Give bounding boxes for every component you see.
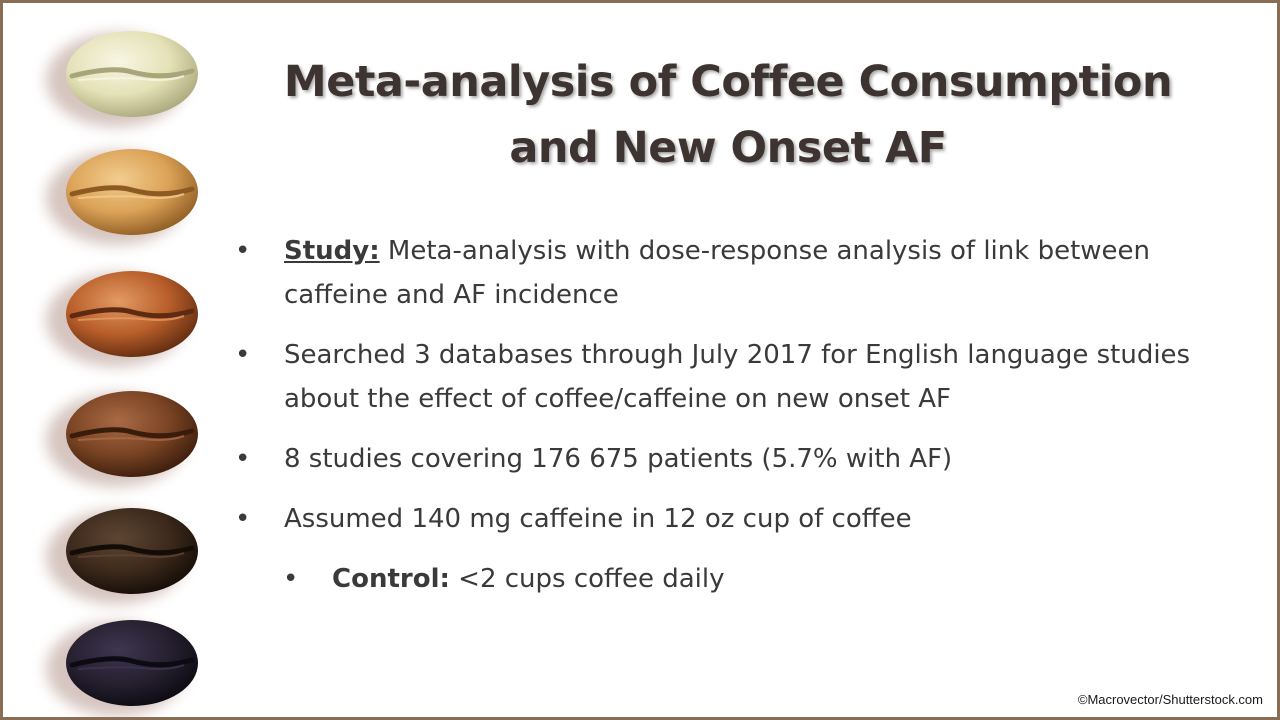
bullet-item-assumption: • Assumed 140 mg caffeine in 12 oz cup o… — [235, 497, 1235, 541]
black-roast-bean-icon — [46, 620, 198, 716]
assumption-text: Assumed 140 mg caffeine in 12 oz cup of … — [284, 504, 912, 534]
bullet-dot: • — [235, 236, 251, 266]
title-line-2: and New Onset AF — [509, 123, 947, 173]
medium-roast-bean-icon — [46, 271, 198, 367]
sub-bullet-item-control: • Control: <2 cups coffee daily — [235, 557, 1235, 601]
bullet-item-studies: • 8 studies covering 176 675 patients (5… — [235, 437, 1235, 481]
coffee-beans-column — [46, 31, 198, 716]
search-text: Searched 3 databases through July 2017 f… — [284, 340, 1191, 414]
medium-dark-roast-bean-icon — [46, 391, 198, 487]
dark-roast-bean-icon — [46, 508, 198, 604]
bullet-list: • Study: Meta-analysis with dose-respons… — [235, 229, 1235, 617]
bullet-dot: • — [235, 340, 251, 370]
title-line-1: Meta-analysis of Coffee Consumption — [283, 57, 1173, 107]
bullet-item-study: • Study: Meta-analysis with dose-respons… — [235, 229, 1235, 317]
light-roast-bean-icon — [46, 149, 198, 245]
control-text: <2 cups coffee daily — [449, 564, 725, 594]
bullet-dot: • — [283, 564, 299, 594]
study-text: Meta-analysis with dose-response analysi… — [284, 236, 1151, 310]
control-label: Control: — [332, 564, 450, 594]
image-credit: ©Macrovector/Shutterstock.com — [1077, 692, 1263, 707]
bullet-dot: • — [235, 504, 251, 534]
bullet-item-search: • Searched 3 databases through July 2017… — [235, 333, 1235, 421]
studies-text: 8 studies covering 176 675 patients (5.7… — [284, 444, 953, 474]
slide-title: Meta-analysis of Coffee Consumption and … — [233, 49, 1223, 181]
study-label: Study: — [284, 236, 380, 266]
bullet-dot: • — [235, 444, 251, 474]
green-coffee-bean-icon — [46, 31, 198, 127]
